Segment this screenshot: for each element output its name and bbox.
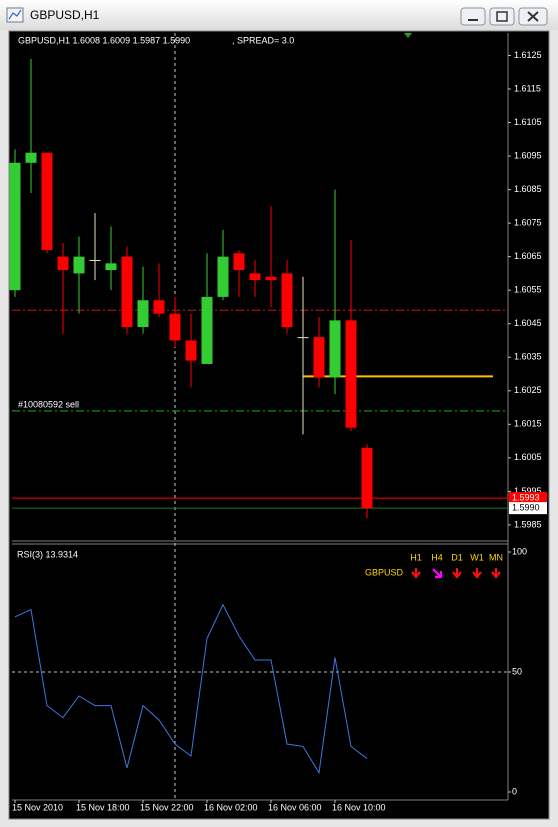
mtf-arrow bbox=[491, 568, 501, 579]
candle-body bbox=[25, 152, 37, 163]
y-tick-label: 50 bbox=[512, 666, 522, 676]
candle-body bbox=[137, 300, 149, 328]
candle-body bbox=[361, 447, 373, 509]
candle-body bbox=[265, 276, 277, 281]
x-tick-label: 16 Nov 02:00 bbox=[204, 802, 258, 812]
candle-body bbox=[329, 320, 341, 378]
candle-body bbox=[249, 273, 261, 281]
price-tag bbox=[509, 492, 547, 505]
level-label: #10080592 sell bbox=[18, 399, 79, 409]
mtf-arrow bbox=[472, 568, 482, 579]
candle-body bbox=[105, 263, 117, 271]
candle-body bbox=[73, 256, 85, 274]
candle-body bbox=[169, 313, 181, 341]
chart-area bbox=[8, 30, 550, 820]
mtf-arrow bbox=[411, 568, 421, 579]
rsi-line bbox=[14, 603, 368, 775]
mtf-timeframe: H4 bbox=[431, 552, 443, 562]
mtf-arrow bbox=[452, 568, 462, 579]
window-title: GBPUSD,H1 bbox=[30, 8, 100, 22]
y-tick-label: 100 bbox=[512, 546, 527, 556]
rsi-title: RSI(3) 13.9314 bbox=[17, 549, 78, 559]
candle-body bbox=[281, 273, 293, 328]
candle-body bbox=[41, 152, 53, 250]
y-tick-label: 1.5995 bbox=[514, 486, 542, 496]
y-tick-label: 1.6055 bbox=[514, 285, 542, 295]
candle-body bbox=[89, 260, 101, 262]
y-tick-label: 1.5985 bbox=[514, 519, 542, 529]
y-tick-label: 1.6125 bbox=[514, 50, 542, 60]
x-tick-label: 16 Nov 06:00 bbox=[268, 802, 322, 812]
mtf-timeframe: H1 bbox=[410, 552, 422, 562]
maximize-button[interactable] bbox=[489, 7, 515, 26]
x-tick-label: 15 Nov 18:00 bbox=[76, 802, 130, 812]
maximize-glyph bbox=[496, 11, 508, 22]
candle-body bbox=[297, 337, 309, 339]
y-tick-label: 1.6065 bbox=[514, 251, 542, 261]
mtf-timeframe: D1 bbox=[451, 552, 463, 562]
price-tag-label: 1.5993 bbox=[512, 492, 540, 502]
y-tick-label: 1.6105 bbox=[514, 117, 542, 127]
y-tick-label: 1.6045 bbox=[514, 318, 542, 328]
y-tick-label: 1.6015 bbox=[514, 419, 542, 429]
window-buttons[interactable] bbox=[460, 7, 548, 26]
window-icon-graph bbox=[8, 9, 22, 20]
price-tag-label: 1.5990 bbox=[512, 503, 540, 513]
candle-body bbox=[121, 256, 133, 328]
mtf-timeframe: W1 bbox=[470, 552, 484, 562]
spread-info: , SPREAD= 3.0 bbox=[232, 35, 294, 45]
candle-body bbox=[57, 256, 69, 271]
candle-body bbox=[201, 296, 213, 364]
candle-body bbox=[233, 253, 245, 271]
mtf-arrow bbox=[432, 568, 443, 579]
shift-marker bbox=[404, 33, 412, 38]
mtf-timeframe: MN bbox=[489, 552, 503, 562]
candle-body bbox=[153, 300, 165, 314]
y-tick-label: 1.6115 bbox=[514, 83, 541, 93]
x-tick-label: 16 Nov 10:00 bbox=[332, 802, 386, 812]
price-info: GBPUSD,H1 1.6008 1.6009 1.5987 1.5990 bbox=[18, 35, 190, 45]
y-tick-label: 1.6005 bbox=[514, 452, 542, 462]
candle-body bbox=[313, 337, 325, 378]
mtf-symbol: GBPUSD bbox=[365, 567, 404, 577]
y-tick-label: 1.6085 bbox=[514, 184, 542, 194]
price-tag bbox=[509, 502, 547, 515]
y-tick-label: 1.6025 bbox=[514, 385, 542, 395]
x-tick-label: 15 Nov 22:00 bbox=[140, 802, 194, 812]
x-tick-label: 15 Nov 2010 bbox=[12, 802, 63, 812]
y-tick-label: 1.6035 bbox=[514, 352, 542, 362]
close-glyph bbox=[527, 11, 539, 22]
candle-body bbox=[185, 340, 197, 361]
y-tick-label: 1.6075 bbox=[514, 218, 542, 228]
candle-body bbox=[217, 256, 229, 297]
y-tick-label: 1.6095 bbox=[514, 150, 542, 160]
candle-body bbox=[9, 162, 21, 291]
minimize-button[interactable] bbox=[460, 7, 486, 26]
y-tick-label: 0 bbox=[512, 786, 517, 796]
candle-body bbox=[345, 320, 357, 428]
